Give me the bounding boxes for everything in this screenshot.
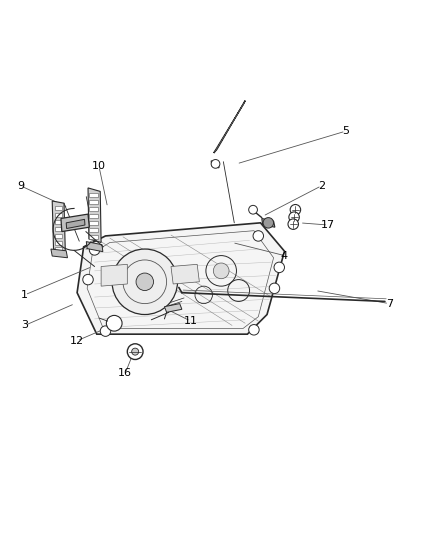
Circle shape bbox=[290, 205, 300, 215]
Circle shape bbox=[249, 325, 259, 335]
Circle shape bbox=[249, 205, 258, 214]
Polygon shape bbox=[61, 214, 89, 231]
Polygon shape bbox=[262, 219, 275, 227]
Text: 5: 5 bbox=[342, 126, 349, 136]
Circle shape bbox=[263, 217, 274, 228]
Text: 10: 10 bbox=[92, 161, 106, 171]
Polygon shape bbox=[55, 206, 62, 210]
Circle shape bbox=[136, 273, 153, 290]
Circle shape bbox=[211, 159, 220, 168]
Text: 7: 7 bbox=[386, 298, 393, 309]
Text: 11: 11 bbox=[184, 316, 198, 326]
Text: 3: 3 bbox=[21, 320, 28, 330]
Polygon shape bbox=[55, 213, 62, 217]
Polygon shape bbox=[86, 241, 103, 252]
Polygon shape bbox=[89, 200, 99, 204]
Polygon shape bbox=[55, 247, 62, 251]
Polygon shape bbox=[51, 249, 67, 258]
Text: 17: 17 bbox=[321, 220, 335, 230]
Polygon shape bbox=[55, 241, 62, 245]
Polygon shape bbox=[89, 193, 99, 197]
Polygon shape bbox=[89, 214, 99, 218]
Text: 16: 16 bbox=[118, 368, 132, 378]
Polygon shape bbox=[55, 227, 62, 231]
Circle shape bbox=[89, 245, 100, 255]
Circle shape bbox=[132, 348, 139, 355]
Circle shape bbox=[288, 219, 298, 229]
Polygon shape bbox=[211, 161, 219, 168]
Circle shape bbox=[100, 326, 111, 336]
Circle shape bbox=[213, 263, 229, 279]
Text: 9: 9 bbox=[17, 181, 24, 191]
Circle shape bbox=[106, 316, 122, 331]
Polygon shape bbox=[66, 220, 85, 229]
Polygon shape bbox=[88, 188, 101, 243]
Polygon shape bbox=[89, 207, 99, 211]
Circle shape bbox=[83, 274, 93, 285]
Circle shape bbox=[112, 249, 177, 314]
Text: 4: 4 bbox=[281, 251, 288, 261]
Polygon shape bbox=[55, 234, 62, 238]
Text: 12: 12 bbox=[70, 336, 84, 346]
Polygon shape bbox=[214, 101, 245, 153]
Polygon shape bbox=[101, 264, 127, 286]
Text: 2: 2 bbox=[318, 181, 325, 191]
Circle shape bbox=[289, 212, 299, 222]
Text: 1: 1 bbox=[21, 290, 28, 300]
Polygon shape bbox=[77, 223, 285, 334]
Circle shape bbox=[269, 283, 280, 294]
Polygon shape bbox=[164, 304, 182, 312]
Polygon shape bbox=[55, 220, 62, 224]
Polygon shape bbox=[171, 264, 199, 284]
Circle shape bbox=[127, 344, 143, 359]
Polygon shape bbox=[52, 201, 65, 251]
Polygon shape bbox=[89, 235, 99, 239]
Circle shape bbox=[253, 231, 264, 241]
Polygon shape bbox=[89, 221, 99, 225]
Circle shape bbox=[274, 262, 285, 272]
Polygon shape bbox=[89, 228, 99, 232]
